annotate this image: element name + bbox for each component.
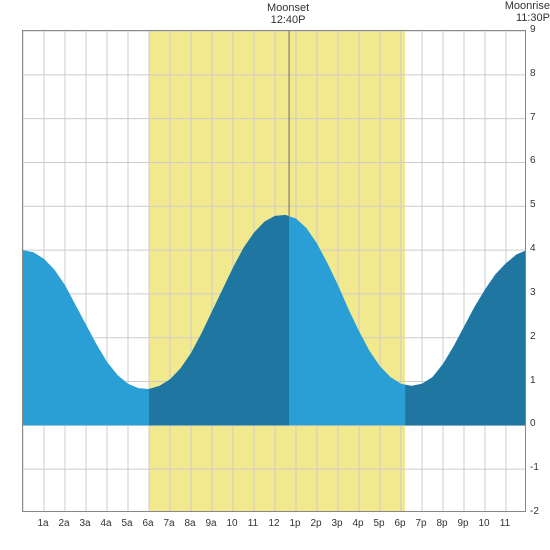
y-tick-label: 2	[530, 331, 536, 342]
x-tick-label: 8a	[184, 518, 195, 529]
y-tick-label: -2	[530, 506, 539, 517]
x-tick-label: 10	[226, 518, 237, 529]
x-tick-label: 5a	[121, 518, 132, 529]
x-tick-label: 4a	[100, 518, 111, 529]
x-tick-label: 7p	[415, 518, 426, 529]
y-tick-label: 7	[530, 112, 536, 123]
moonset-time: 12:40P	[271, 14, 306, 26]
x-tick-label: 9a	[205, 518, 216, 529]
x-tick-label: 3a	[79, 518, 90, 529]
x-tick-label: 4p	[352, 518, 363, 529]
plot-area	[22, 30, 526, 512]
tide-chart: Moonset 12:40P Moonrise 11:30P 9 8 7 6 5 4 3 2 1…	[0, 0, 550, 550]
x-tick-label: 2p	[310, 518, 321, 529]
x-axis-ticks: 1a 2a 3a 4a 5a 6a 7a 8a 9a 10 11 12 1p 2p 3p 4p 5p 6p 7p 8p…	[22, 518, 526, 538]
moonset-title: Moonset	[267, 2, 309, 14]
moonrise-label: Moonrise 11:30P	[505, 0, 550, 24]
x-tick-label: 6a	[142, 518, 153, 529]
y-tick-label: 9	[530, 24, 536, 35]
y-tick-label: 3	[530, 287, 536, 298]
y-tick-label: 4	[530, 243, 536, 254]
y-tick-label: 6	[530, 155, 536, 166]
x-tick-label: 10	[478, 518, 489, 529]
x-tick-label: 1a	[37, 518, 48, 529]
x-tick-label: 7a	[163, 518, 174, 529]
x-tick-label: 6p	[394, 518, 405, 529]
x-tick-label: 11	[500, 518, 510, 529]
tide-curve	[23, 215, 526, 425]
y-tick-label: 5	[530, 199, 536, 210]
x-tick-label: 3p	[331, 518, 342, 529]
y-tick-label: 1	[530, 375, 536, 386]
y-tick-label: -1	[530, 462, 539, 473]
x-tick-label: 8p	[436, 518, 447, 529]
moonrise-time: 11:30P	[516, 12, 550, 24]
y-axis-ticks: 9876543210-1-2	[530, 30, 550, 512]
moonrise-title: Moonrise	[505, 0, 550, 12]
y-tick-label: 8	[530, 68, 536, 79]
x-tick-label: 5p	[373, 518, 384, 529]
top-annotations: Moonset 12:40P Moonrise 11:30P	[0, 0, 550, 28]
x-tick-label: 2a	[58, 518, 69, 529]
x-tick-label: 12	[268, 518, 279, 529]
y-tick-label: 0	[530, 418, 536, 429]
x-tick-label: 1p	[289, 518, 300, 529]
x-tick-label: 9p	[457, 518, 468, 529]
plot-svg	[23, 31, 526, 512]
x-tick-label: 11	[248, 518, 258, 529]
moonset-label: Moonset 12:40P	[267, 2, 309, 26]
